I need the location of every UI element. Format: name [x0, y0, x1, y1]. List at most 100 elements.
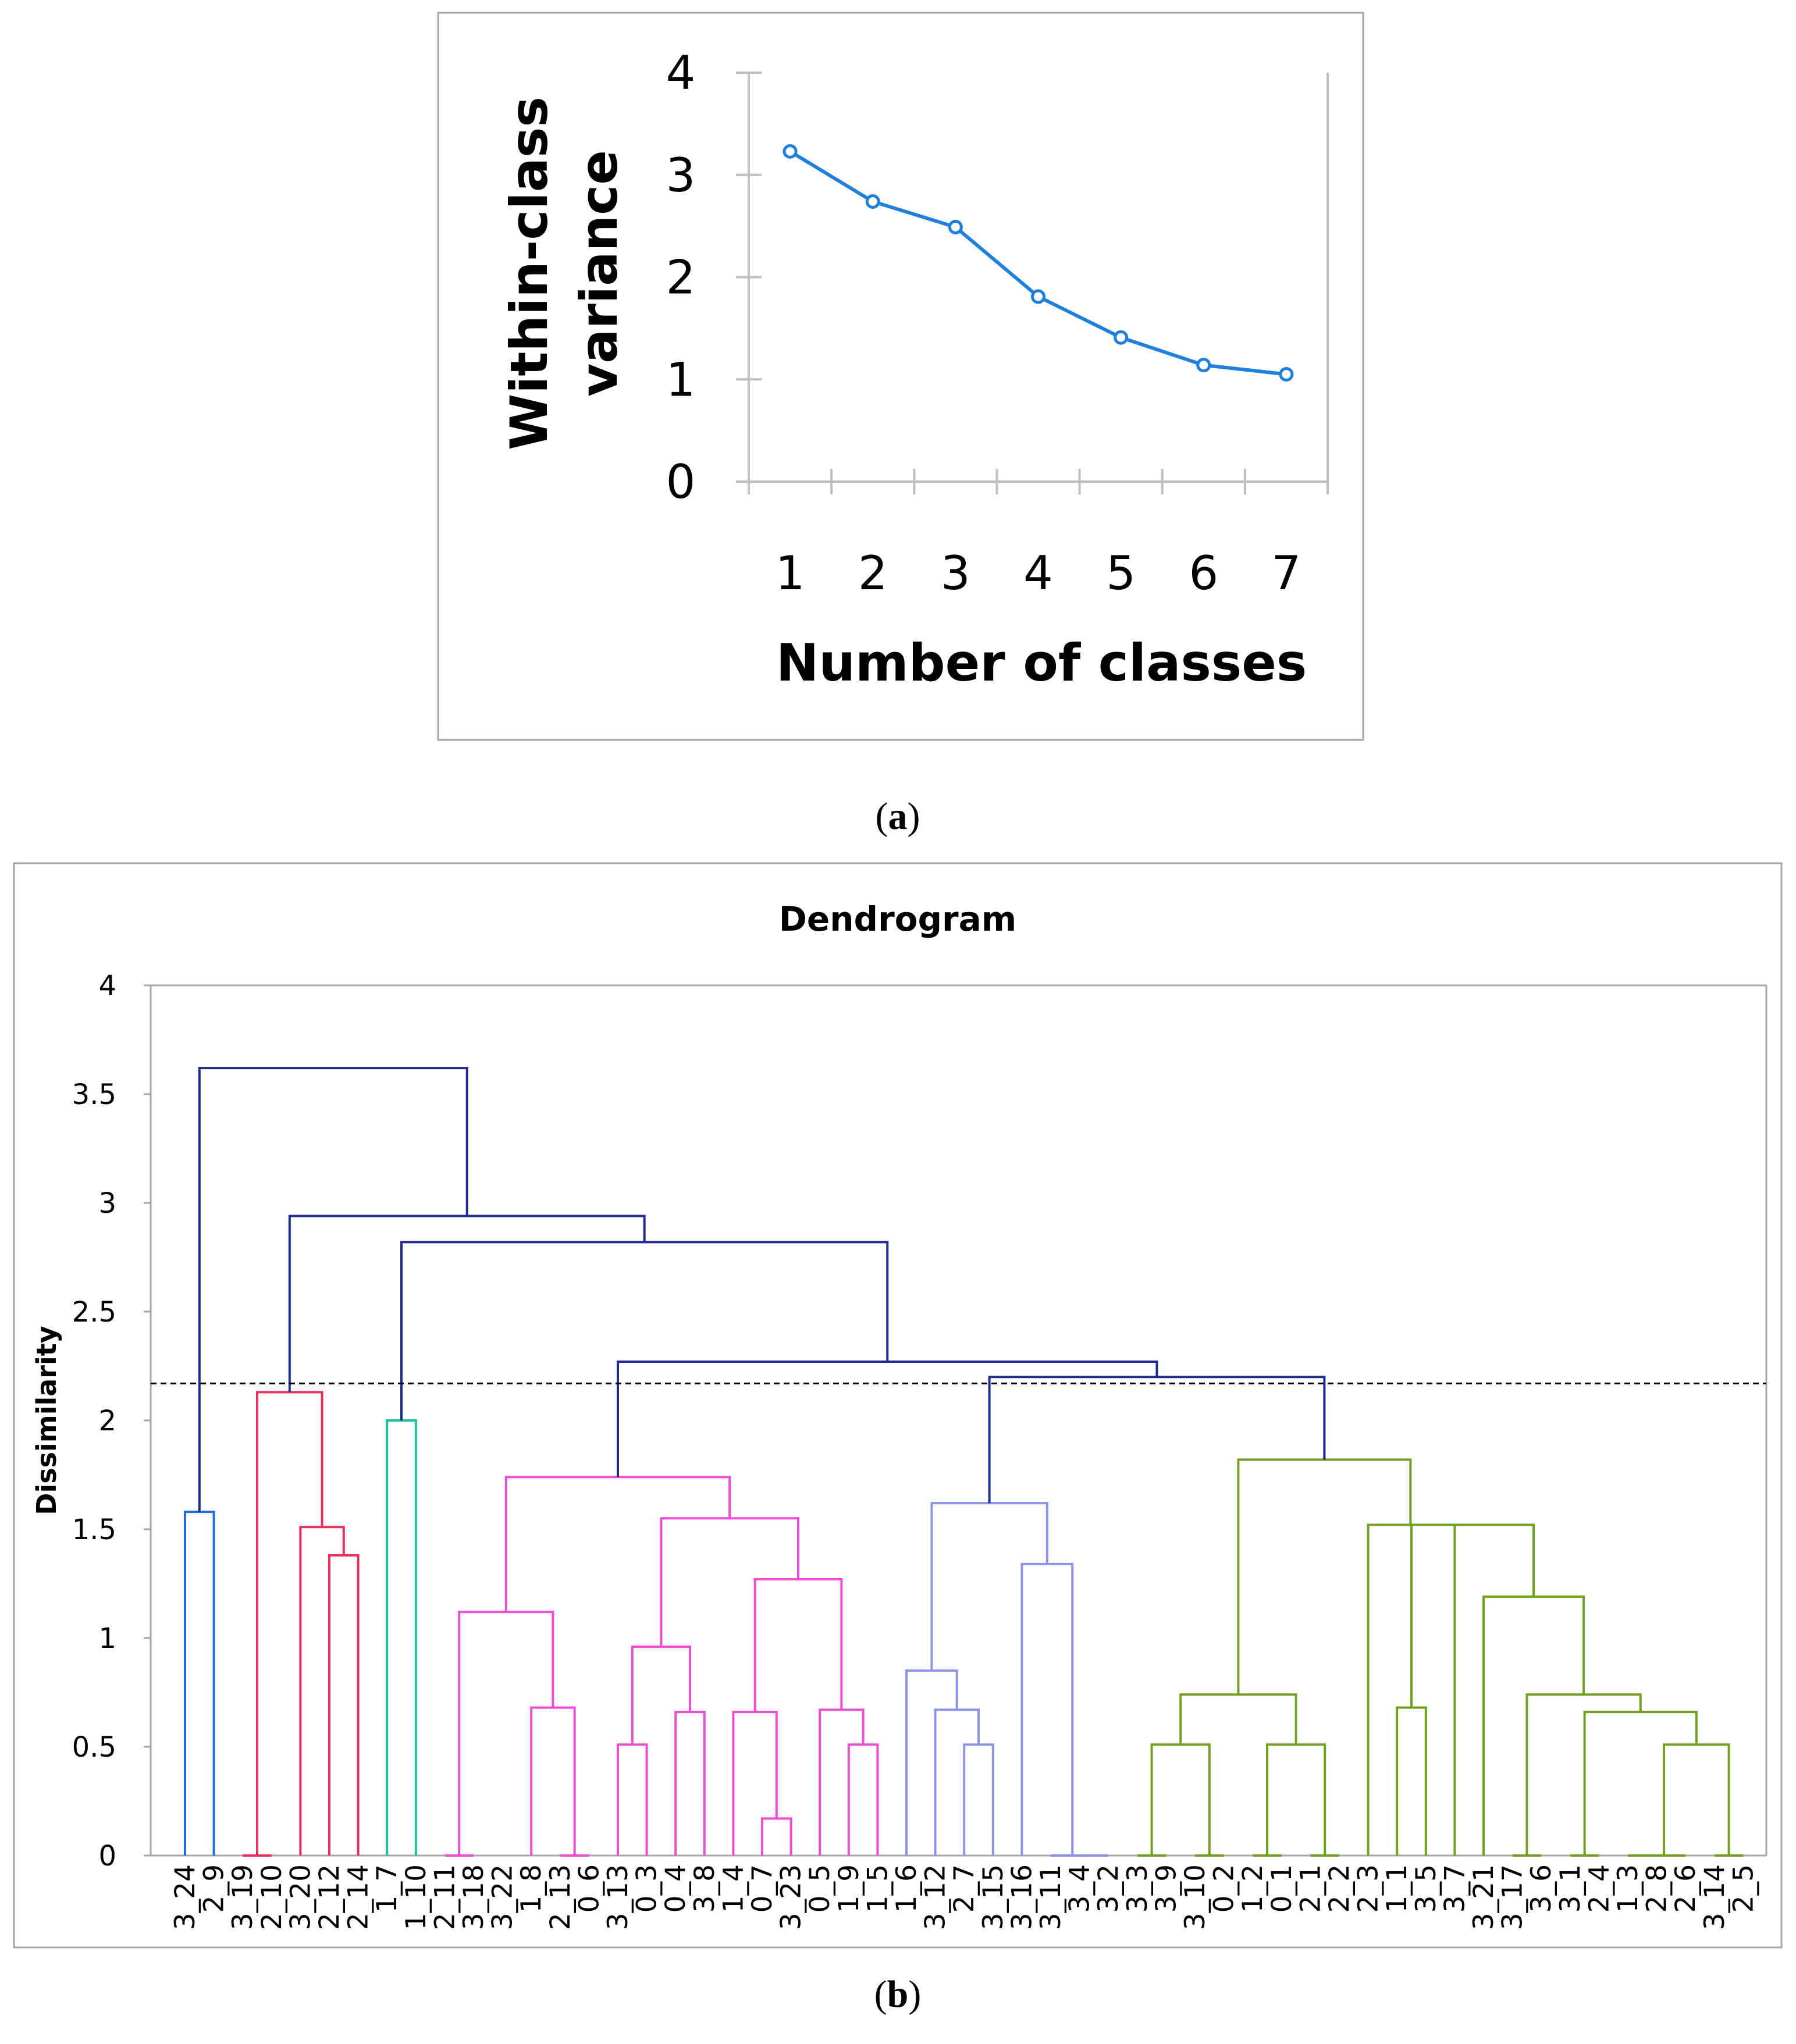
leaf-label: 3_7	[1439, 1864, 1471, 1913]
leaf-label: 1_10	[400, 1864, 432, 1930]
panel-b-frame	[13, 862, 1783, 1949]
panel-b-y-ticks: 0 0.5 1 1.5 2 2.5 3 3.5 4	[72, 970, 151, 1872]
panel-a-data-point	[783, 144, 798, 159]
leaf-label: 0_3	[631, 1864, 663, 1913]
leaf-label: 1_2	[1237, 1864, 1269, 1913]
panel-a-caption: (a)	[876, 795, 920, 838]
panel-a-y-ticks: 0 1 2 3 4	[666, 46, 762, 509]
panel-a-y-axis-title-line-1: Within-class	[499, 97, 559, 450]
leaf-label: 2_3	[1353, 1864, 1385, 1913]
panel-a-x-tick-label: 4	[1023, 546, 1053, 600]
panel-a-data-point	[865, 194, 880, 209]
leaf-label: 2_5	[1727, 1864, 1759, 1913]
leaf-label: 3_10	[1179, 1864, 1211, 1930]
panel-a-y-tick-label: 3	[666, 148, 696, 202]
leaf-label: 1_9	[833, 1864, 865, 1913]
leaf-label: 3_22	[487, 1864, 519, 1930]
panel-a-y-tick-label: 4	[666, 46, 696, 100]
leaf-label: 0_1	[1266, 1864, 1298, 1913]
leaf-label: 3_12	[920, 1864, 952, 1930]
panel-a-caption-close: )	[908, 795, 920, 838]
leaf-label: 1_8	[515, 1864, 547, 1913]
panel-a-x-tick-label: 7	[1271, 546, 1301, 600]
leaf-label: 1_4	[717, 1864, 749, 1913]
leaf-label: 0_5	[804, 1864, 836, 1913]
leaf-label: 2_13	[545, 1864, 577, 1930]
dendrogram-link	[1367, 1523, 1453, 1856]
leaf-label: 3_23	[776, 1864, 808, 1930]
leaf-label: 3_13	[602, 1864, 634, 1930]
panel-b-y-tick-label: 3	[98, 1187, 116, 1220]
leaf-label: 0_4	[660, 1864, 692, 1913]
leaf-label: 2_10	[256, 1864, 288, 1930]
panel-b-y-tick-label: 2.5	[72, 1296, 116, 1329]
panel-b-y-tick-label: 3.5	[72, 1078, 116, 1111]
leaf-label: 3_2	[1093, 1864, 1125, 1913]
panel-a-y-tick-label: 1	[666, 352, 696, 407]
leaf-label: 3_19	[227, 1864, 259, 1930]
panel-a-x-tick-label: 5	[1106, 546, 1136, 600]
panel-a-x-tick-label: 2	[858, 546, 888, 600]
panel-a-y-axis-title-line-2: variance	[569, 150, 629, 397]
leaf-label: 3_15	[977, 1864, 1009, 1930]
panel-a-data-point	[1196, 358, 1211, 373]
leaf-label: 1_3	[1612, 1864, 1644, 1913]
leaf-label: 1_7	[371, 1864, 403, 1913]
leaf-label: 3_16	[1006, 1864, 1038, 1930]
panel-b-caption-close: )	[908, 1973, 921, 2015]
panel-a-y-tick-label: 2	[666, 251, 696, 305]
leaf-label: 3_11	[1035, 1864, 1067, 1930]
leaf-label: 0_7	[746, 1864, 778, 1913]
panel-a-caption-open: (	[876, 795, 888, 838]
leaf-label: 1_5	[862, 1864, 894, 1913]
leaf-label: 2_7	[948, 1864, 980, 1913]
leaf-label: 3_1	[1555, 1864, 1587, 1913]
leaf-label: 0_6	[573, 1864, 605, 1913]
leaf-label: 3_24	[169, 1864, 201, 1930]
leaf-label: 3_14	[1699, 1864, 1731, 1930]
leaf-label: 1_1	[1381, 1864, 1413, 1913]
leaf-label: 3_5	[1410, 1864, 1442, 1913]
dendrogram-link	[198, 1067, 468, 1512]
leaf-labels: 3_242_93_192_103_202_122_141_71_102_113_…	[169, 1864, 1759, 1930]
leaf-label: 3_20	[284, 1864, 316, 1930]
leaf-label: 2_12	[314, 1864, 346, 1930]
leaf-label: 2_1	[1294, 1864, 1326, 1913]
panel-b-y-tick-label: 0.5	[72, 1731, 116, 1764]
leaf-label: 3_4	[1064, 1864, 1096, 1913]
leaf-label: 3_8	[689, 1864, 721, 1913]
panel-a-y-axis-title: Within-class variance	[499, 97, 629, 450]
panel-a-series	[783, 144, 1294, 382]
leaf-label: 2_2	[1324, 1864, 1356, 1913]
leaf-label: 3_18	[458, 1864, 490, 1930]
leaf-label: 3_6	[1525, 1864, 1557, 1913]
dendrogram-links	[184, 1067, 1744, 1857]
panel-a-x-axis-title: Number of classes	[776, 633, 1307, 693]
leaf-label: 2_6	[1670, 1864, 1702, 1913]
panel-b-y-tick-label: 0	[98, 1840, 116, 1872]
leaf-label: 2_4	[1583, 1864, 1615, 1913]
panel-a-x-tick-label: 1	[776, 546, 805, 600]
panel-a-data-point	[1031, 289, 1045, 304]
panel-b-caption-open: (	[874, 1973, 887, 2015]
panel-a-y-tick-label: 0	[666, 455, 696, 509]
leaf-label: 2_14	[343, 1864, 375, 1930]
leaf-label: 1_6	[891, 1864, 923, 1913]
dendrogram-title: Dendrogram	[779, 899, 1016, 939]
panel-b-y-tick-label: 2	[98, 1405, 116, 1437]
leaf-label: 3_21	[1468, 1864, 1500, 1930]
panel-a-x-tick-label: 6	[1189, 546, 1218, 600]
leaf-label: 3_3	[1122, 1864, 1154, 1913]
panel-a-x-tick-label: 3	[941, 546, 970, 600]
panel-b-y-tick-label: 1.5	[72, 1514, 116, 1546]
panel-a-caption-letter: a	[888, 795, 908, 838]
leaf-label: 0_2	[1208, 1864, 1240, 1913]
leaf-label: 2_9	[198, 1864, 230, 1913]
panel-a-data-point	[1114, 330, 1129, 345]
leaf-label: 2_11	[429, 1864, 461, 1930]
leaf-label: 3_17	[1497, 1864, 1529, 1930]
panel-b-caption-letter: b	[887, 1973, 909, 2015]
leaf-label: 3_9	[1150, 1864, 1182, 1913]
panel-a-data-point	[1279, 366, 1294, 382]
